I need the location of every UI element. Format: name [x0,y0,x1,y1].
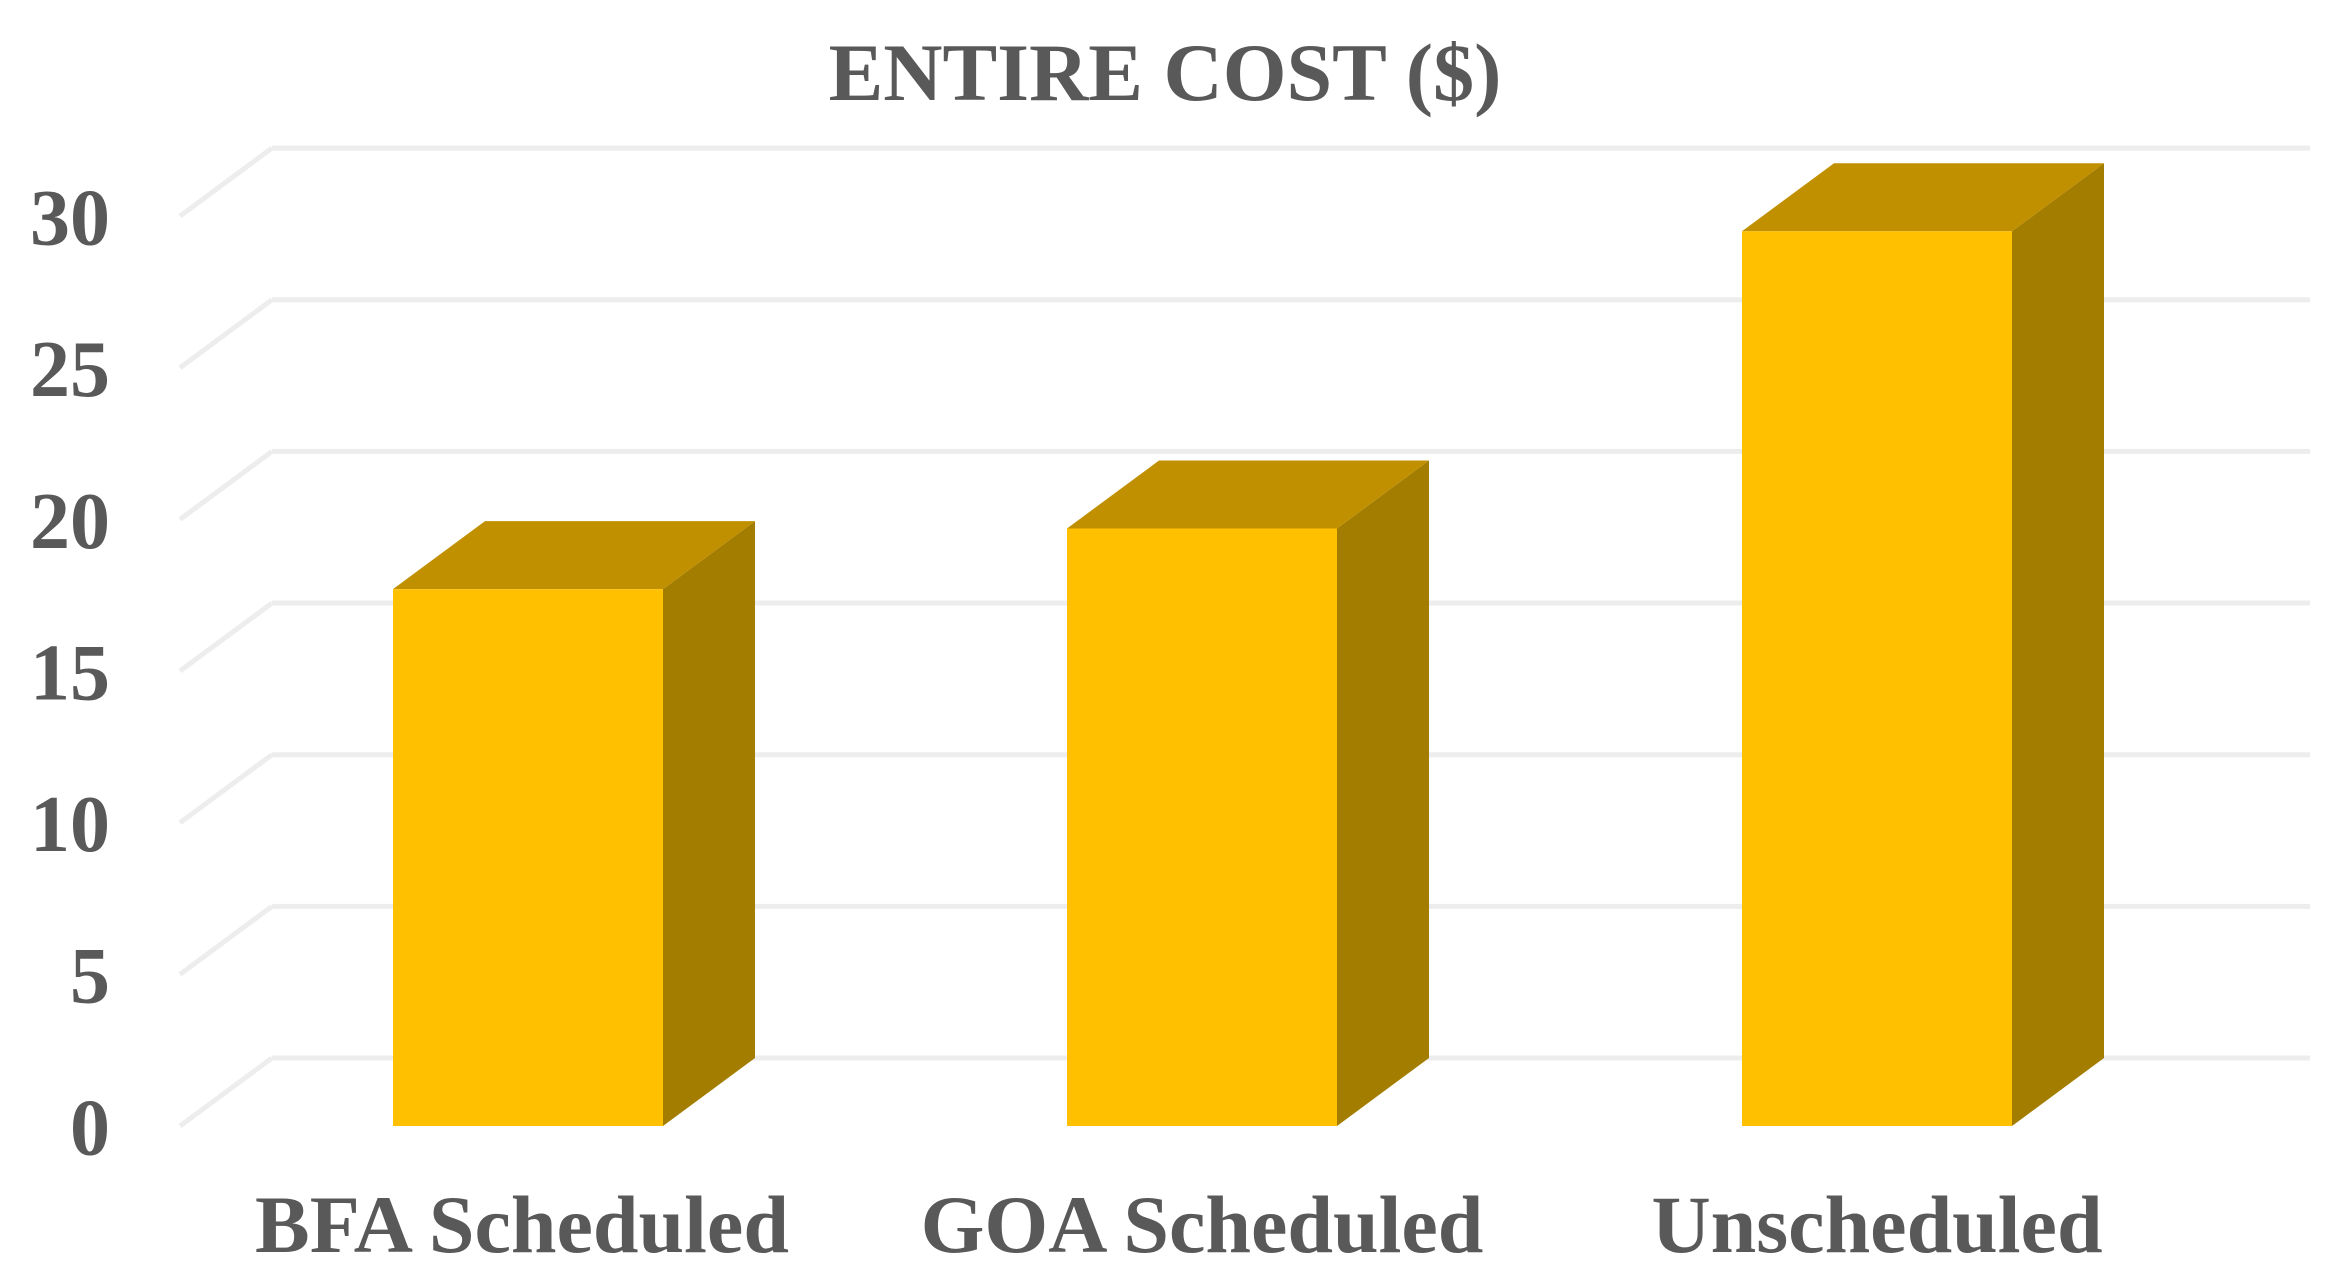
y-tick-label: 25 [30,326,110,414]
y-tick-label: 5 [70,933,110,1021]
bar-front-face [1742,231,2012,1126]
y-tick-label: 0 [70,1084,110,1172]
gridline-side-segment [178,449,274,522]
x-category-label: BFA Scheduled [255,1179,789,1270]
y-tick-label: 20 [30,478,110,566]
bar [1067,460,1429,1126]
bar-front-face [1067,528,1337,1126]
bar-side-face [2012,163,2104,1126]
gridline [178,145,2310,219]
bar-top-face [1067,460,1429,529]
gridline-side-segment [178,297,274,370]
x-category-label: Unscheduled [1651,1179,2102,1270]
bar [393,521,755,1126]
bar-front-face [393,589,663,1126]
gridline-side-segment [178,904,274,977]
bar-top-face [393,521,755,590]
y-tick-label: 15 [30,629,110,717]
bars [393,163,2104,1126]
gridline-side-segment [178,752,274,825]
y-tick-label: 10 [30,781,110,869]
y-tick-label: 30 [30,174,110,262]
gridline-side-segment [178,1055,274,1129]
gridline-side-segment [178,146,274,219]
x-category-label: GOA Scheduled [921,1179,1484,1270]
bar [1742,163,2104,1126]
bar-side-face [1337,460,1429,1126]
chart-title: ENTIRE COST ($) [829,27,1502,118]
gridline-side-segment [178,601,274,674]
y-axis-tick-labels: 0 5 10 15 20 25 30 [30,174,110,1172]
bar-side-face [663,521,755,1126]
bar-top-face [1742,163,2104,232]
x-axis-category-labels: BFA Scheduled GOA Scheduled Unscheduled [255,1179,2103,1270]
